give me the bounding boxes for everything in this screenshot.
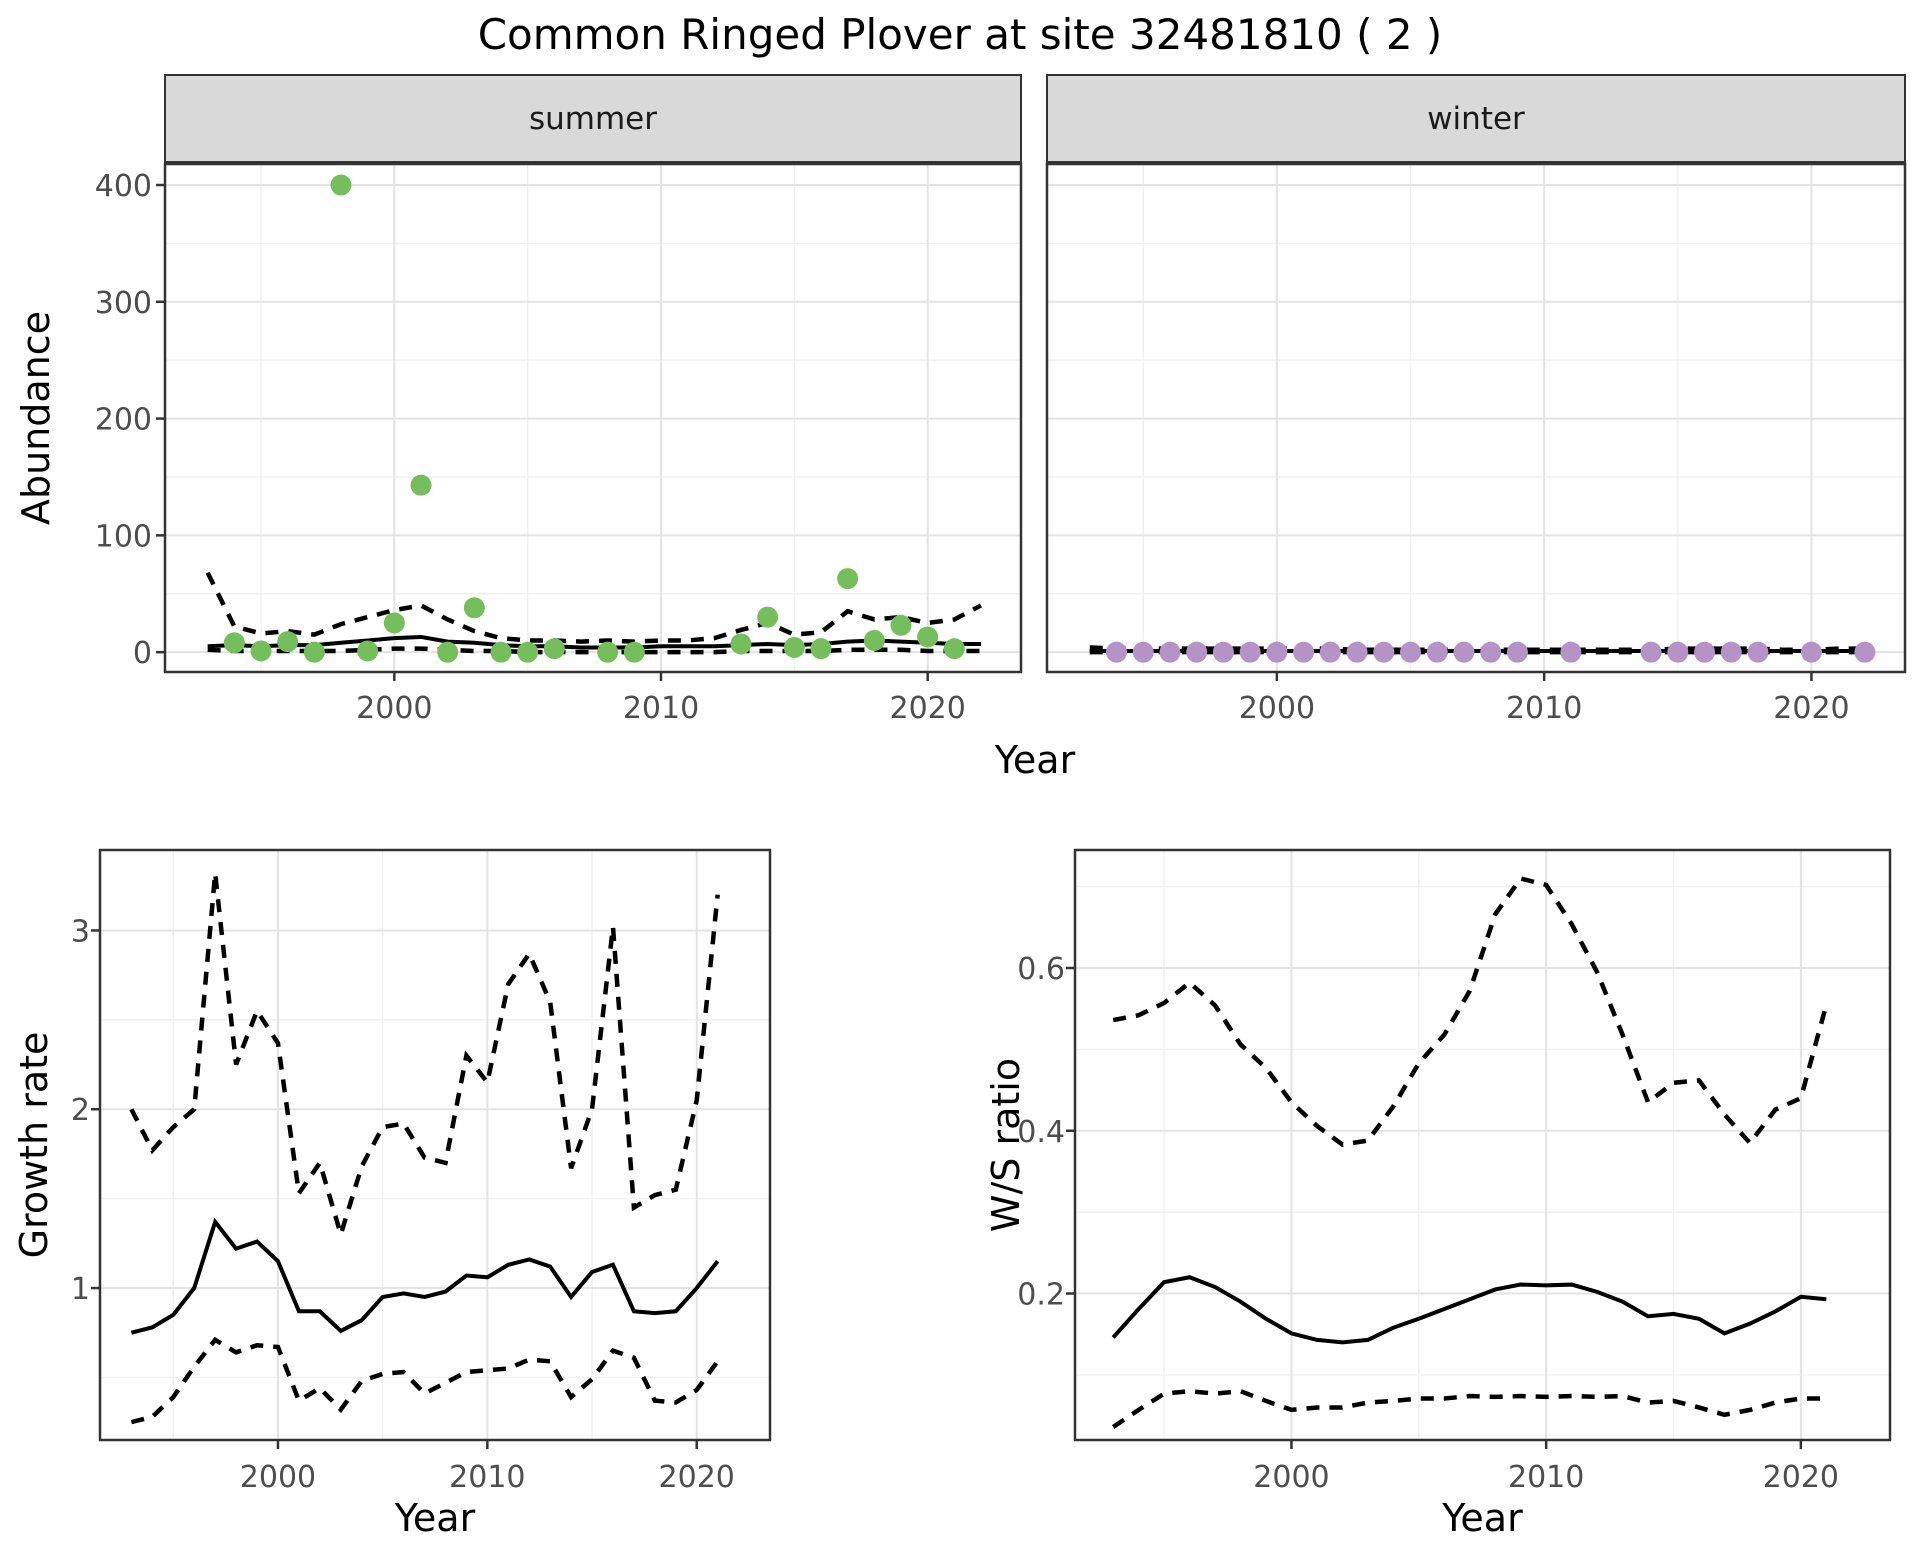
facet-strip-summer-label: summer <box>528 100 657 137</box>
panel-abundance-winter: 2000 2010 2020 <box>1045 162 1907 726</box>
data-point <box>1426 641 1448 663</box>
data-point <box>1560 641 1582 663</box>
chart-title: Common Ringed Plover at site 32481810 ( … <box>477 10 1443 59</box>
x-tick-label: 2010 <box>449 1460 525 1495</box>
x-tick-label: 2010 <box>1508 1460 1584 1495</box>
x-tick-label: 2010 <box>1506 691 1582 726</box>
data-point <box>1720 641 1742 663</box>
data-point <box>357 640 379 662</box>
data-point <box>437 641 459 663</box>
data-point <box>1694 641 1716 663</box>
data-point <box>810 638 832 660</box>
data-point <box>730 633 752 655</box>
data-point <box>1186 641 1208 663</box>
facet-strip-winter-label: winter <box>1427 100 1525 137</box>
y-tick-label: 100 <box>95 519 152 554</box>
data-point <box>1400 641 1422 663</box>
data-point <box>1373 641 1395 663</box>
data-point <box>1159 641 1181 663</box>
series-abundance-winter <box>1089 641 1876 663</box>
x-tick-label: 2020 <box>1773 691 1849 726</box>
y-tick-label: 200 <box>95 403 152 438</box>
series-abundance-summer <box>205 174 983 663</box>
series-growth-rate <box>129 872 720 1425</box>
data-point <box>1346 641 1368 663</box>
facet-strip-winter: winter <box>1046 74 1906 164</box>
x-tick-label: 2000 <box>1253 1460 1329 1495</box>
y-axis-title-growth-rate: Growth rate <box>12 1031 56 1259</box>
data-point <box>1854 641 1876 663</box>
data-point <box>543 638 565 660</box>
data-point <box>303 641 325 663</box>
data-point <box>410 474 432 496</box>
data-point <box>863 629 885 651</box>
x-axis-title-year-top: Year <box>994 738 1076 782</box>
data-point <box>1132 641 1154 663</box>
data-point <box>490 641 512 663</box>
data-point <box>277 631 299 653</box>
y-tick-label: 0.2 <box>1017 1278 1065 1313</box>
y-tick-label: 2 <box>71 1093 90 1128</box>
data-point <box>1453 641 1475 663</box>
panel-ws-ratio: 2000 2010 2020 0.2 0.4 0.6 <box>1017 848 1892 1495</box>
x-tick-label: 2000 <box>240 1460 316 1495</box>
y-tick-label: 300 <box>95 286 152 321</box>
data-point <box>463 597 485 619</box>
data-point <box>890 614 912 636</box>
data-point <box>597 641 619 663</box>
x-axis-title-year-growth: Year <box>394 1496 476 1540</box>
data-point <box>517 641 539 663</box>
y-tick-label: 1 <box>71 1272 90 1307</box>
data-point <box>1480 641 1502 663</box>
data-point <box>1640 641 1662 663</box>
y-tick-label: 3 <box>71 914 90 949</box>
y-axis-title-ws-ratio: W/S ratio <box>984 1057 1028 1233</box>
x-tick-label: 2020 <box>659 1460 735 1495</box>
x-tick-label: 2020 <box>1763 1460 1839 1495</box>
data-point <box>1800 641 1822 663</box>
x-tick-label: 2020 <box>889 691 965 726</box>
data-point <box>1239 641 1261 663</box>
data-point <box>1293 641 1315 663</box>
data-point <box>943 638 965 660</box>
x-axis-title-year-ws: Year <box>1442 1496 1523 1540</box>
facet-strip-summer: summer <box>164 74 1022 164</box>
panel-growth-rate: 2000 2010 2020 1 2 3 <box>71 848 772 1495</box>
panel-abundance-summer: 2000 2010 2020 0 100 200 300 400 <box>95 162 1023 726</box>
data-point <box>1747 641 1769 663</box>
data-point <box>783 636 805 658</box>
x-tick-label: 2000 <box>1239 691 1315 726</box>
data-point <box>917 626 939 648</box>
data-point <box>383 612 405 634</box>
data-point <box>757 606 779 628</box>
data-point <box>1319 641 1341 663</box>
data-point <box>223 632 245 654</box>
y-tick-label: 0.4 <box>1017 1115 1065 1150</box>
data-point <box>623 641 645 663</box>
data-point <box>1506 641 1528 663</box>
y-tick-label: 0 <box>133 636 152 671</box>
data-point <box>837 568 859 590</box>
x-tick-label: 2010 <box>623 691 699 726</box>
x-tick-label: 2000 <box>356 691 432 726</box>
data-point <box>250 640 272 662</box>
data-point <box>1105 641 1127 663</box>
data-point <box>330 174 352 196</box>
data-point <box>1667 641 1689 663</box>
data-point <box>1212 641 1234 663</box>
y-tick-label: 400 <box>95 169 152 204</box>
data-point <box>1266 641 1288 663</box>
y-axis-title-abundance: Abundance <box>14 310 58 526</box>
y-tick-label: 0.6 <box>1017 952 1065 987</box>
series-ws-ratio <box>1111 875 1829 1429</box>
